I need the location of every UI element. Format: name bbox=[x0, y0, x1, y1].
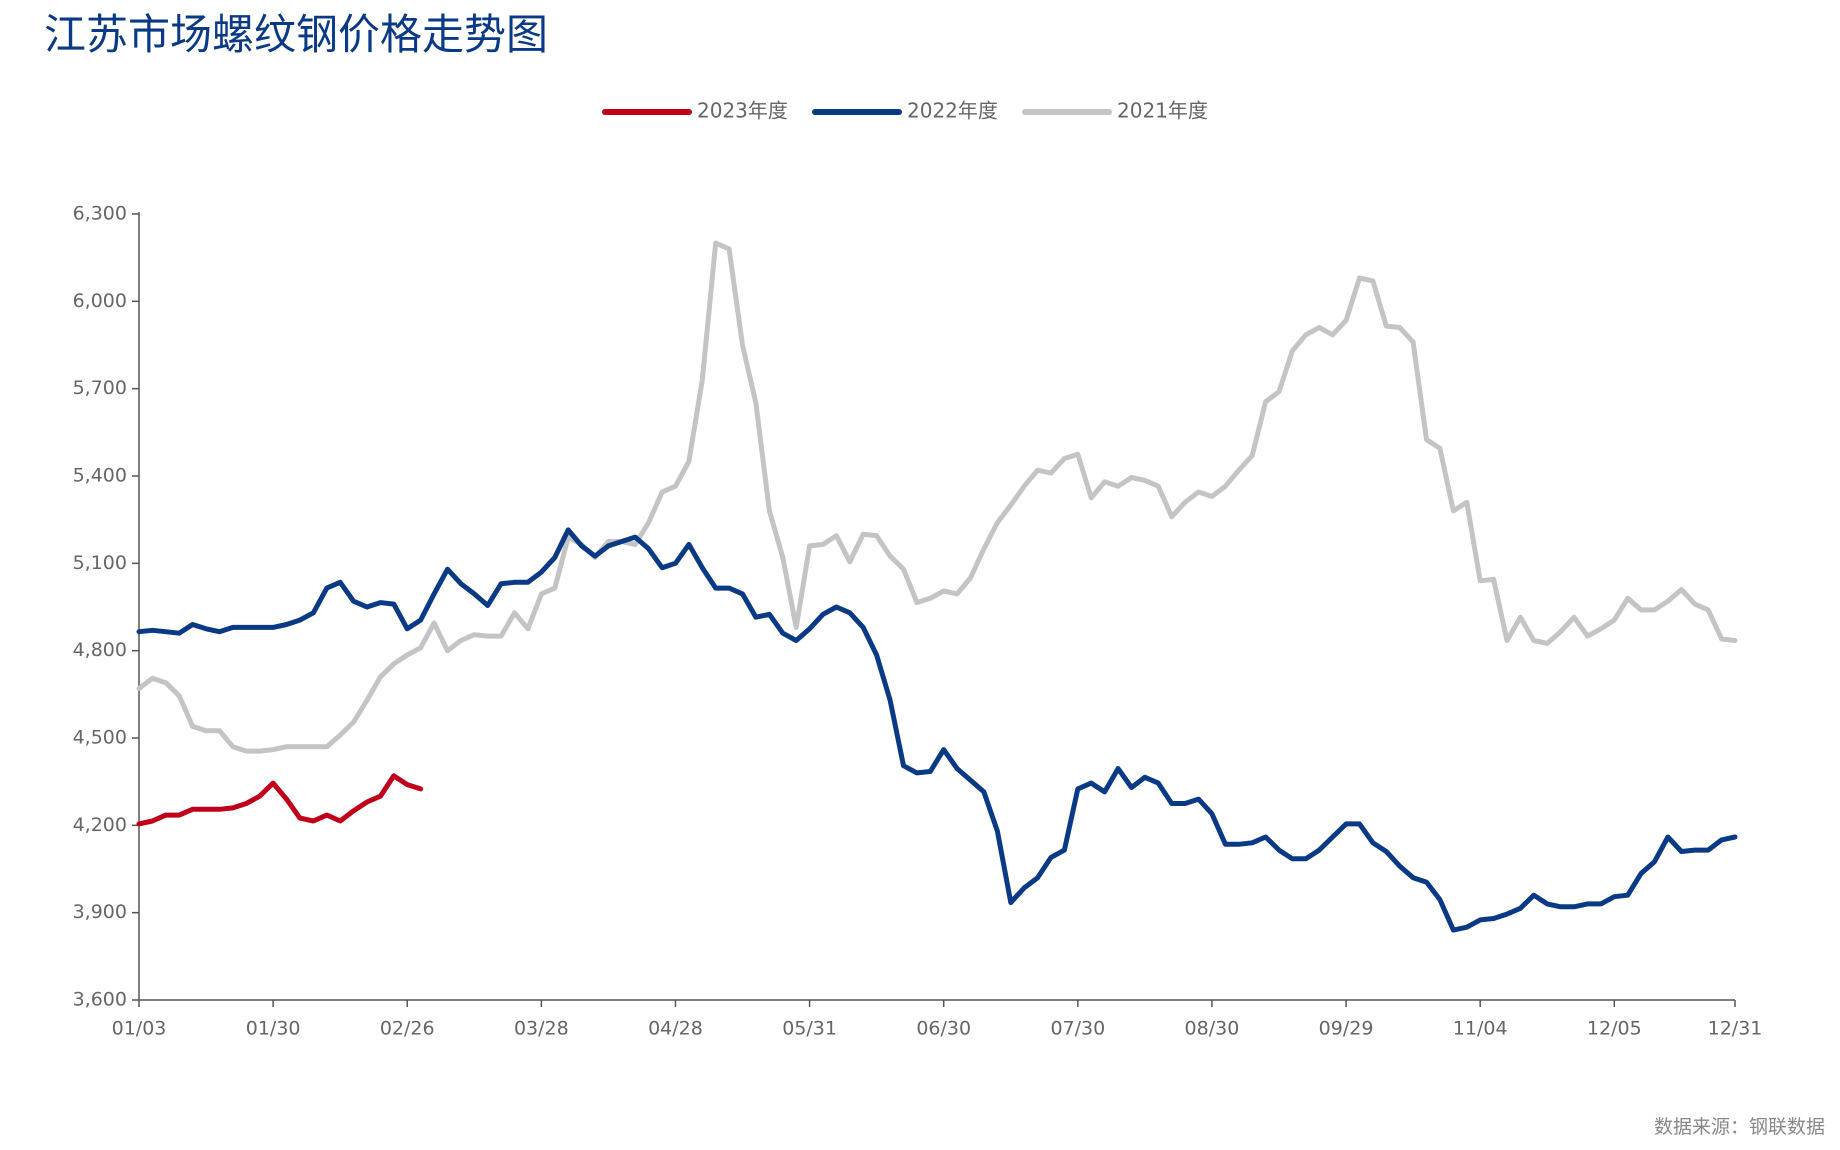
y-tick-label: 5,100 bbox=[73, 552, 127, 574]
y-tick-label: 4,200 bbox=[73, 814, 127, 836]
x-tick-label: 07/30 bbox=[1050, 1018, 1105, 1040]
x-tick-label: 11/04 bbox=[1453, 1018, 1508, 1040]
x-tick-label: 01/03 bbox=[112, 1018, 167, 1040]
x-tick-label: 08/30 bbox=[1185, 1018, 1240, 1040]
y-tick-label: 3,900 bbox=[73, 901, 127, 923]
y-tick-label: 4,800 bbox=[73, 639, 127, 661]
series-line bbox=[136, 240, 1738, 754]
y-tick-label: 4,500 bbox=[73, 727, 127, 749]
y-tick-label: 6,300 bbox=[73, 203, 127, 225]
x-tick-label: 05/31 bbox=[782, 1018, 837, 1040]
x-tick-label: 04/28 bbox=[648, 1018, 703, 1040]
source-note: 数据来源：钢联数据 bbox=[1654, 1116, 1825, 1138]
chart-title: 江苏市场螺纹钢价格走势图 bbox=[44, 10, 548, 59]
x-tick-label: 03/28 bbox=[514, 1018, 569, 1040]
y-tick-label: 5,400 bbox=[73, 465, 127, 487]
legend-label: 2023年度 bbox=[697, 99, 788, 123]
x-tick-label: 12/05 bbox=[1587, 1018, 1642, 1040]
legend-label: 2022年度 bbox=[907, 99, 998, 123]
y-tick-label: 5,700 bbox=[73, 377, 127, 399]
x-tick-label: 12/31 bbox=[1708, 1018, 1763, 1040]
x-tick-label: 09/29 bbox=[1319, 1018, 1374, 1040]
y-tick-label: 6,000 bbox=[73, 290, 127, 312]
x-tick-label: 02/26 bbox=[380, 1018, 435, 1040]
series-line bbox=[136, 527, 1738, 933]
legend-label: 2021年度 bbox=[1117, 99, 1208, 123]
series-line bbox=[136, 773, 424, 827]
x-tick-label: 06/30 bbox=[916, 1018, 971, 1040]
x-tick-label: 01/30 bbox=[246, 1018, 301, 1040]
y-tick-label: 3,600 bbox=[73, 989, 127, 1011]
